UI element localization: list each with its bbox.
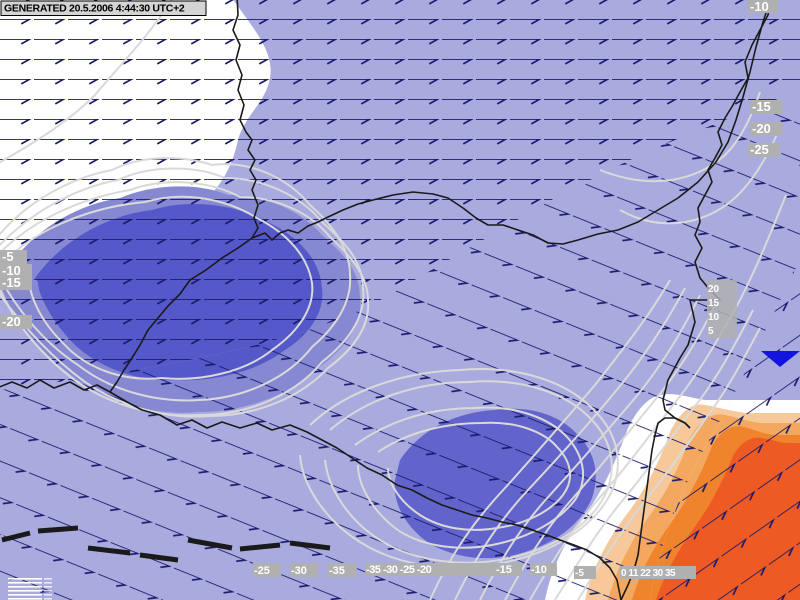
svg-text:-10: -10 bbox=[531, 564, 547, 576]
svg-text:-20: -20 bbox=[2, 314, 21, 329]
svg-text:-25: -25 bbox=[254, 565, 270, 577]
svg-text:15: 15 bbox=[708, 298, 720, 309]
svg-text:0 11 22 30 35: 0 11 22 30 35 bbox=[621, 568, 676, 579]
svg-text:5: 5 bbox=[708, 326, 714, 337]
svg-text:-35: -35 bbox=[329, 565, 345, 577]
svg-text:-30: -30 bbox=[291, 565, 307, 577]
svg-text:-20: -20 bbox=[752, 121, 771, 136]
svg-text:-5: -5 bbox=[575, 568, 584, 579]
svg-text:-15: -15 bbox=[2, 275, 21, 290]
svg-text:-25: -25 bbox=[750, 142, 769, 157]
svg-text:-15: -15 bbox=[496, 564, 512, 576]
svg-text:-35 -30 -25 -20: -35 -30 -25 -20 bbox=[366, 564, 432, 576]
svg-text:-15: -15 bbox=[752, 99, 771, 114]
svg-text:GENERATED 20.5.2006 4:44:30 UT: GENERATED 20.5.2006 4:44:30 UTC+2 bbox=[4, 3, 185, 15]
svg-text:20: 20 bbox=[708, 284, 720, 295]
svg-text:-5: -5 bbox=[2, 249, 14, 264]
svg-text:-10: -10 bbox=[750, 0, 769, 14]
svg-text:10: 10 bbox=[708, 312, 720, 323]
